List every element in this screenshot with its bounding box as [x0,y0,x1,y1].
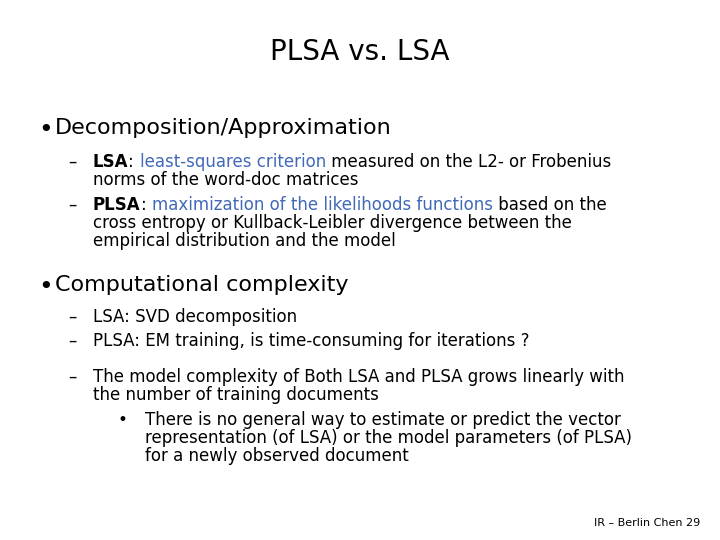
Text: •: • [38,118,53,142]
Text: IR – Berlin Chen 29: IR – Berlin Chen 29 [594,518,700,528]
Text: –: – [68,196,76,214]
Text: representation (of LSA) or the model parameters (of PLSA): representation (of LSA) or the model par… [145,429,632,447]
Text: :: : [128,153,140,171]
Text: –: – [68,368,76,386]
Text: the number of training documents: the number of training documents [93,386,379,404]
Text: measured on the L2- or Frobenius: measured on the L2- or Frobenius [325,153,611,171]
Text: –: – [68,153,76,171]
Text: PLSA: PLSA [93,196,140,214]
Text: There is no general way to estimate or predict the vector: There is no general way to estimate or p… [145,411,621,429]
Text: LSA: LSA [93,153,128,171]
Text: maximization of the likelihoods functions: maximization of the likelihoods function… [152,196,492,214]
Text: •: • [38,275,53,299]
Text: PLSA: EM training, is time-consuming for iterations ?: PLSA: EM training, is time-consuming for… [93,332,529,350]
Text: The model complexity of Both LSA and PLSA grows linearly with: The model complexity of Both LSA and PLS… [93,368,624,386]
Text: •: • [118,411,128,429]
Text: –: – [68,308,76,326]
Text: :: : [140,196,152,214]
Text: –: – [68,332,76,350]
Text: for a newly observed document: for a newly observed document [145,447,409,465]
Text: LSA: SVD decomposition: LSA: SVD decomposition [93,308,297,326]
Text: Computational complexity: Computational complexity [55,275,348,295]
Text: Decomposition/Approximation: Decomposition/Approximation [55,118,392,138]
Text: empirical distribution and the model: empirical distribution and the model [93,232,396,250]
Text: PLSA vs. LSA: PLSA vs. LSA [270,38,450,66]
Text: cross entropy or Kullback-Leibler divergence between the: cross entropy or Kullback-Leibler diverg… [93,214,572,232]
Text: least-squares criterion: least-squares criterion [140,153,325,171]
Text: based on the: based on the [492,196,606,214]
Text: norms of the word-doc matrices: norms of the word-doc matrices [93,171,359,189]
